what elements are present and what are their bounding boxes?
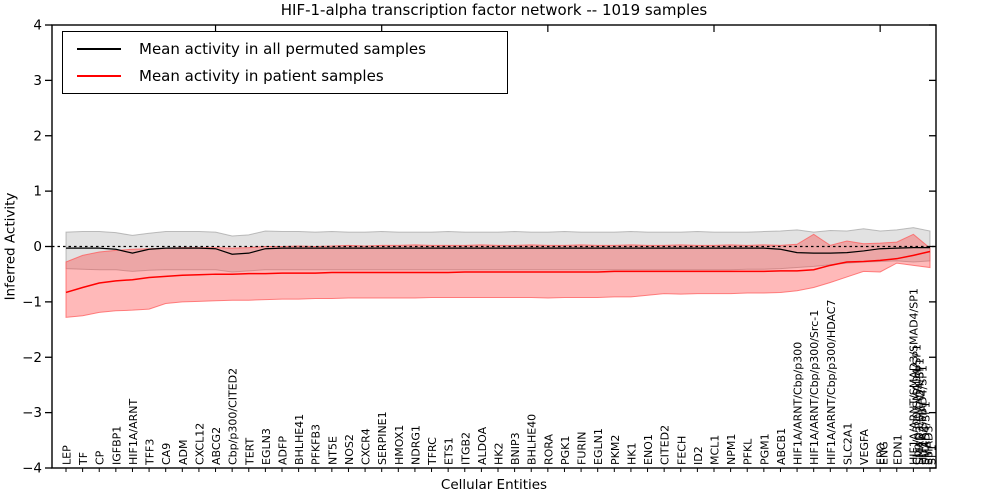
y-tick-label: 0 xyxy=(33,239,42,255)
y-tick-label: 1 xyxy=(33,184,42,200)
x-tick-label: IGFBP1 xyxy=(110,426,123,465)
permuted-line-swatch xyxy=(77,47,121,50)
x-tick-label: EGLN1 xyxy=(592,428,605,465)
x-tick-label: ABCB1 xyxy=(775,428,788,465)
y-tick-label: −2 xyxy=(22,350,42,366)
x-tick-label: Cbp/p300/CITED2 xyxy=(227,368,240,465)
patient-range-band xyxy=(65,233,931,318)
y-tick-label: −1 xyxy=(22,294,42,310)
x-tick-label: PGK1 xyxy=(559,436,572,465)
x-tick-label: NT5E xyxy=(326,436,339,465)
y-tick-label: 4 xyxy=(33,18,42,34)
x-tick-label: PFKFB3 xyxy=(310,424,323,465)
x-tick-label: TFF3 xyxy=(144,439,157,466)
x-tick-label: PGM1 xyxy=(758,433,771,465)
x-tick-label: RORA xyxy=(542,434,555,465)
x-tick-label: ETS1 xyxy=(443,437,456,465)
x-tick-label: SP1 xyxy=(926,444,939,465)
legend: Mean activity in all permuted samples Me… xyxy=(62,31,508,94)
x-tick-label: CA9 xyxy=(160,443,173,465)
x-tick-label: SERPINE1 xyxy=(376,411,389,465)
x-tick-label: ITGB2 xyxy=(459,432,472,465)
x-tick-label: EGLN3 xyxy=(260,428,273,465)
y-tick-label: −3 xyxy=(22,405,42,421)
x-tick-label: ADFP xyxy=(277,436,290,465)
x-tick-label: ABCG2 xyxy=(210,427,223,465)
legend-label-patient: Mean activity in patient samples xyxy=(139,67,384,86)
patient-range-band xyxy=(65,233,931,318)
y-tick-label: 3 xyxy=(33,73,42,89)
y-axis-label: Inferred Activity xyxy=(2,192,19,301)
x-tick-label: ID2 xyxy=(692,446,705,465)
x-tick-label: SLC2A1 xyxy=(841,423,854,465)
x-tick-label: PKM2 xyxy=(609,435,622,465)
x-tick-label: HK1 xyxy=(625,443,638,465)
x-tick-label: TF xyxy=(77,452,90,466)
x-tick-label: CXCR4 xyxy=(360,428,373,465)
x-tick-label: CITED2 xyxy=(659,425,672,465)
x-tick-label: CXCL12 xyxy=(193,423,206,465)
x-tick-label: FURIN xyxy=(576,432,589,466)
legend-label-permuted: Mean activity in all permuted samples xyxy=(139,39,426,58)
x-tick-labels: LEP TF CP IGFBP1 HIF1A/ARNT TFF3 CA9 ADM CXCL12 A… xyxy=(61,288,939,466)
permuted-mean-line xyxy=(66,247,930,255)
x-tick-label: EPO xyxy=(875,442,888,465)
patient-line-swatch xyxy=(77,75,121,78)
axis-ticks xyxy=(45,24,936,472)
x-tick-label: HIF1A/ARNT xyxy=(127,399,140,465)
x-tick-label: Cbp/p300/SMAD4/SP1 xyxy=(911,344,924,465)
x-tick-label: CP xyxy=(94,450,107,465)
y-tick-labels: 4 3 2 1 0 −1 −2 −3 −4 xyxy=(22,18,42,477)
x-tick-label: ENG xyxy=(878,441,891,465)
x-tick-label: ADM xyxy=(177,440,190,466)
x-tick-label: HMOX1 xyxy=(393,425,406,465)
y-tick-label: 2 xyxy=(33,128,42,144)
x-tick-label: BHLHE41 xyxy=(293,414,306,465)
x-tick-label: SMAD4/SP1 xyxy=(920,401,933,465)
x-tick-label: HK2 xyxy=(493,443,506,465)
x-axis-label: Cellular Entities xyxy=(440,477,548,493)
x-tick-label: HIF1A/ARNT/SMAD3/SMAD4/SP1 xyxy=(908,288,921,465)
x-tick-label: MCL1 xyxy=(709,435,722,465)
x-tick-label: TFRC xyxy=(426,437,439,466)
permuted-mean-line xyxy=(66,247,930,255)
x-tick-label: SMAD3 xyxy=(923,426,936,465)
patient-mean-line xyxy=(65,250,931,294)
x-tick-label: TERT xyxy=(243,437,256,466)
x-tick-label: FECH xyxy=(675,436,688,465)
x-tick-label: HIF1A/SMAD4/SP1 xyxy=(917,365,930,465)
legend-item-permuted: Mean activity in all permuted samples xyxy=(77,36,507,62)
x-tick-label: HIF1A/ARNT/Cbp/p300/Src-1 xyxy=(808,310,821,465)
chart-title: HIF-1-alpha transcription factor network… xyxy=(280,1,708,19)
x-tick-label: PFKL xyxy=(742,438,755,465)
legend-item-patient: Mean activity in patient samples xyxy=(77,63,507,89)
x-tick-label: VEGFA xyxy=(858,429,871,465)
x-tick-label: EDN1 xyxy=(891,434,904,465)
patient-mean-line xyxy=(65,250,931,294)
x-tick-label: LEP xyxy=(61,445,74,465)
x-tick-label: NDRG1 xyxy=(409,425,422,465)
x-tick-label: BNIP3 xyxy=(509,432,522,465)
x-tick-label: ENO1 xyxy=(642,434,655,465)
x-tick-label: SMAD3/SMAD4/SP1 xyxy=(914,358,927,465)
x-tick-label: BHLHE40 xyxy=(526,414,539,465)
x-tick-label: NPM1 xyxy=(725,434,738,465)
y-tick-label: −4 xyxy=(22,461,42,477)
x-tick-label: ALDOA xyxy=(476,426,489,465)
x-tick-label: HIF1A/ARNT/Cbp/p300/HDAC7 xyxy=(825,300,838,466)
x-tick-label: NOS2 xyxy=(343,434,356,465)
x-tick-label: HIF1A/ARNT/Cbp/p300 xyxy=(792,342,805,465)
